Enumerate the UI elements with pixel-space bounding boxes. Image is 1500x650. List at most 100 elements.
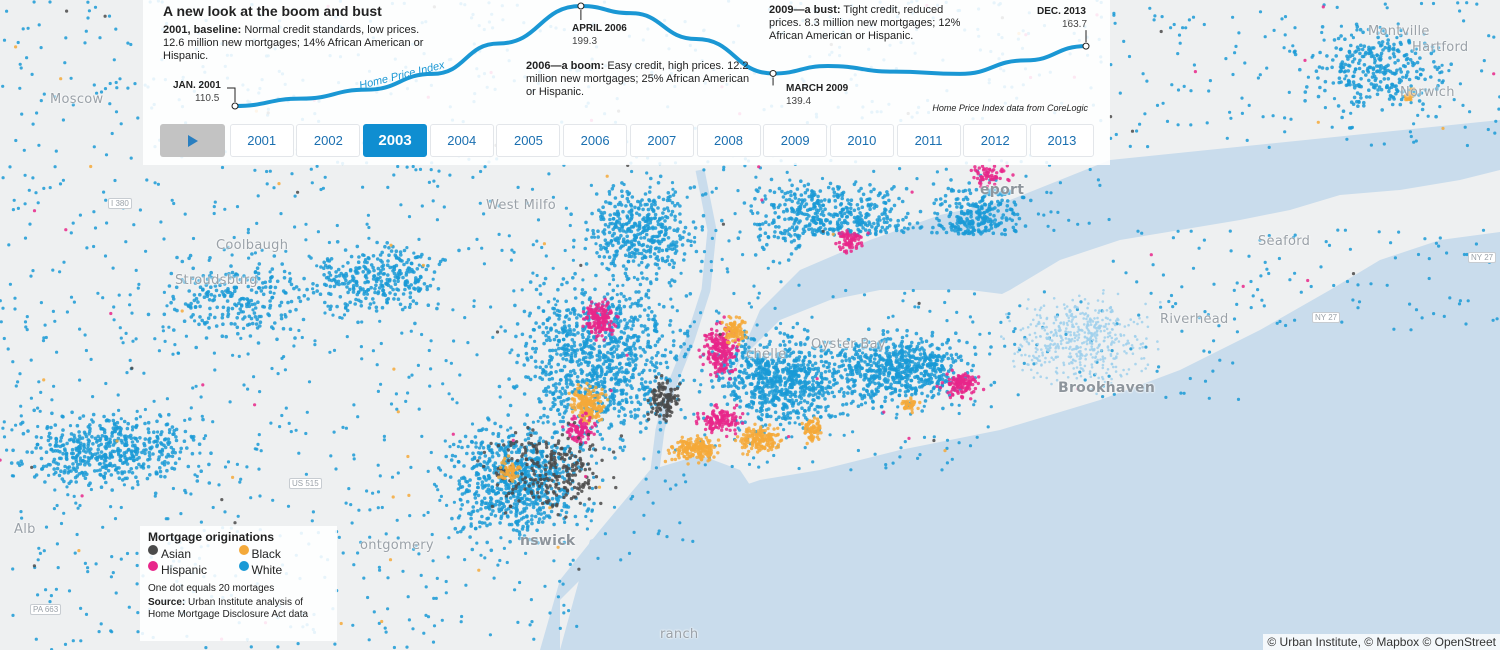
mortgage-dot [679, 408, 683, 412]
mortgage-dot [971, 363, 975, 368]
mortgage-dot [352, 403, 356, 407]
mortgage-dot [1171, 236, 1175, 240]
mortgage-dot [1332, 97, 1337, 101]
mortgage-dot [954, 352, 959, 357]
mortgage-dot [709, 379, 714, 383]
mortgage-dot [523, 422, 527, 427]
mortgage-dot [83, 41, 87, 45]
mortgage-dot [862, 393, 867, 398]
mortgage-dot [596, 556, 600, 561]
mortgage-dot [183, 212, 187, 216]
mortgage-dot [20, 112, 24, 116]
mortgage-dot [510, 348, 514, 352]
mortgage-dot [622, 331, 626, 335]
mortgage-dot [899, 446, 903, 450]
mortgage-dot [429, 450, 433, 455]
mortgage-dot [570, 347, 574, 352]
mortgage-dot [671, 187, 675, 191]
mortgage-dot [506, 413, 511, 417]
mortgage-dot [953, 359, 958, 363]
mortgage-dot [653, 323, 658, 328]
mortgage-dot [379, 341, 383, 346]
mortgage-dot [1058, 181, 1062, 185]
mortgage-dot [538, 292, 543, 296]
mortgage-dot [646, 288, 651, 293]
mortgage-dot [510, 450, 514, 455]
mortgage-dot [919, 356, 923, 360]
mortgage-dot [920, 384, 924, 389]
mortgage-dot [773, 388, 778, 392]
mortgage-dot [514, 450, 519, 455]
mortgage-dot [499, 487, 504, 492]
mortgage-dot [1262, 304, 1266, 308]
mortgage-dot [1187, 18, 1191, 22]
mortgage-dot [327, 240, 331, 245]
mortgage-dot [213, 368, 217, 372]
mortgage-dot [599, 372, 604, 377]
mortgage-dot [592, 475, 596, 479]
mortgage-dot [653, 314, 657, 318]
mortgage-dot [536, 419, 540, 423]
mortgage-dot [242, 383, 246, 387]
mortgage-dot [78, 327, 82, 331]
mortgage-dot [1344, 74, 1348, 78]
mortgage-dot [903, 359, 908, 364]
mortgage-dot [507, 234, 511, 238]
mortgage-dot [679, 344, 683, 349]
mortgage-dot [554, 370, 558, 374]
mortgage-dot [1189, 229, 1193, 233]
mortgage-dot [1271, 114, 1275, 118]
mortgage-dot [546, 300, 551, 304]
mortgage-dot [409, 329, 413, 333]
mortgage-dot [109, 505, 113, 509]
mortgage-dot [545, 415, 550, 419]
mortgage-dot [551, 195, 556, 199]
mortgage-dot [43, 323, 47, 327]
mortgage-dot [54, 587, 59, 591]
mortgage-dot [603, 532, 608, 536]
mortgage-dot [667, 280, 672, 285]
mortgage-dot [422, 513, 426, 517]
mortgage-dot [101, 525, 105, 529]
mortgage-dot [591, 369, 596, 373]
mortgage-dot [805, 329, 810, 333]
mortgage-dot [617, 299, 622, 304]
mortgage-dot [697, 390, 702, 394]
mortgage-dot [549, 365, 553, 369]
mortgage-dot [922, 435, 927, 439]
mortgage-dot [1324, 240, 1328, 244]
mortgage-dot [417, 407, 421, 411]
mortgage-dot [965, 340, 969, 345]
mortgage-dot [42, 92, 46, 96]
mortgage-dot [71, 103, 75, 107]
mortgage-dot [18, 86, 22, 90]
mortgage-dot [1135, 129, 1139, 133]
mortgage-dot [332, 348, 337, 352]
mortgage-dot [566, 343, 570, 348]
mortgage-dot [693, 240, 697, 244]
mortgage-dot [19, 404, 23, 408]
mortgage-dot [488, 633, 492, 637]
mortgage-dot [942, 367, 946, 372]
mortgage-dot [129, 156, 133, 160]
mortgage-dot [618, 445, 623, 450]
mortgage-dot [452, 464, 457, 469]
mortgage-dot [850, 355, 855, 360]
mortgage-dot [779, 389, 783, 394]
mortgage-dot [765, 383, 769, 388]
mortgage-dot [617, 409, 622, 414]
mortgage-dot [65, 310, 69, 314]
mortgage-dot [760, 380, 765, 385]
mortgage-dot [832, 394, 836, 399]
mortgage-dot [681, 378, 685, 382]
mortgage-dot [711, 385, 715, 389]
mortgage-dot [556, 287, 560, 292]
mortgage-dot [709, 402, 713, 407]
mortgage-dot [26, 26, 30, 30]
mortgage-dot [592, 342, 596, 346]
mortgage-dot [856, 207, 861, 211]
mortgage-dot [344, 501, 348, 505]
mortgage-dot [347, 487, 351, 491]
mortgage-dot [781, 407, 786, 412]
mortgage-dot [533, 514, 538, 519]
